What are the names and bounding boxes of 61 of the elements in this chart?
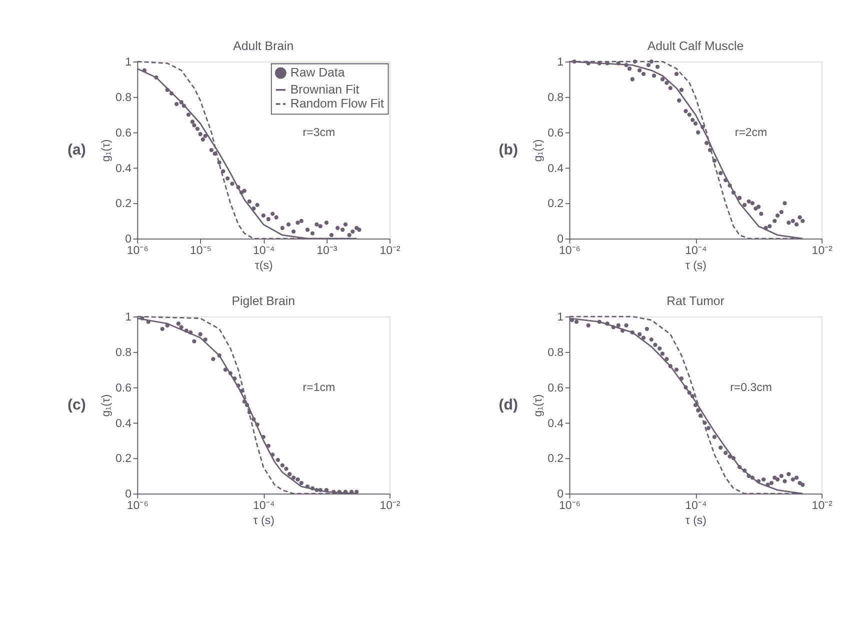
x-tick-label: 10⁻⁴ bbox=[252, 245, 275, 258]
y-axis-title: g₁(τ) bbox=[100, 139, 112, 162]
y-tick-label: 0 bbox=[125, 488, 132, 501]
x-tick-label: 10⁻² bbox=[812, 245, 833, 258]
chart-title: Rat Tumor bbox=[666, 294, 724, 308]
annotation: r=2cm bbox=[734, 126, 768, 139]
y-tick-label: 0.6 bbox=[548, 127, 564, 140]
y-tick-label: 0.6 bbox=[548, 382, 564, 394]
y-tick-label: 0 bbox=[125, 234, 132, 246]
x-tick-label: 10⁻⁵ bbox=[190, 245, 212, 258]
x-tick-label: 10⁻⁴ bbox=[685, 500, 707, 512]
y-tick-label: 0.2 bbox=[548, 453, 564, 466]
y-tick-label: 1 bbox=[557, 312, 564, 324]
x-tick-label: 10⁻² bbox=[380, 245, 401, 258]
x-tick-label: 10⁻⁶ bbox=[559, 245, 581, 258]
y-tick-label: 0.4 bbox=[548, 162, 564, 175]
y-tick-label: 0.8 bbox=[115, 92, 132, 104]
annotation: r=1cm bbox=[302, 382, 336, 394]
text: (a) bbox=[67, 142, 86, 158]
y-tick-label: 1 bbox=[125, 56, 132, 69]
x-tick-label: 10⁻⁶ bbox=[126, 500, 149, 512]
text: (c) bbox=[67, 396, 86, 414]
x-tick-label: 10⁻² bbox=[812, 500, 833, 512]
annotation: r=0.3cm bbox=[730, 382, 772, 394]
x-tick-label: 10⁻⁴ bbox=[685, 245, 707, 258]
y-tick-label: 0.2 bbox=[115, 453, 132, 466]
y-axis-title: g₁(τ) bbox=[532, 394, 544, 417]
y-tick-label: 1 bbox=[557, 56, 564, 69]
y-tick-label: 0.8 bbox=[548, 346, 564, 359]
chart-title: Adult Brain bbox=[233, 39, 294, 54]
y-tick-label: 0.2 bbox=[548, 198, 564, 210]
y-tick-label: 0.8 bbox=[115, 346, 132, 359]
y-tick-label: 0.8 bbox=[548, 92, 564, 104]
y-tick-label: 0 bbox=[557, 488, 564, 501]
legend-label: Random Flow Fit bbox=[290, 96, 385, 111]
x-axis-title: τ (s) bbox=[253, 515, 275, 528]
y-tick-label: 0.6 bbox=[115, 382, 132, 394]
x-tick-label: 10⁻⁴ bbox=[252, 500, 275, 512]
chart-title: Adult Calf Muscle bbox=[647, 39, 744, 54]
annotation: r=3cm bbox=[302, 126, 336, 139]
legend-label: Brownian Fit bbox=[290, 82, 360, 96]
y-tick-label: 0.4 bbox=[548, 418, 564, 430]
y-tick-label: 0.4 bbox=[115, 418, 132, 430]
x-tick-label: 10⁻⁶ bbox=[559, 500, 581, 512]
x-axis-title: τ (s) bbox=[685, 515, 707, 528]
x-axis-title: τ(s) bbox=[254, 260, 273, 272]
legend-label: Raw Data bbox=[290, 66, 345, 80]
y-tick-label: 1 bbox=[125, 312, 132, 324]
text: (d) bbox=[498, 396, 518, 414]
y-tick-label: 0 bbox=[557, 234, 564, 246]
x-axis-title: τ (s) bbox=[685, 260, 707, 272]
x-tick-label: 10⁻³ bbox=[316, 245, 338, 258]
y-axis-title: g₁(τ) bbox=[532, 139, 544, 162]
y-tick-label: 0.4 bbox=[115, 162, 132, 175]
text: (b) bbox=[498, 142, 518, 158]
y-tick-label: 0.2 bbox=[115, 198, 132, 210]
y-tick-label: 0.6 bbox=[115, 127, 132, 140]
y-axis-title: g₁(τ) bbox=[100, 394, 112, 417]
chart-title: Piglet Brain bbox=[232, 294, 296, 308]
x-tick-label: 10⁻² bbox=[380, 500, 401, 512]
x-tick-label: 10⁻⁶ bbox=[126, 245, 149, 258]
